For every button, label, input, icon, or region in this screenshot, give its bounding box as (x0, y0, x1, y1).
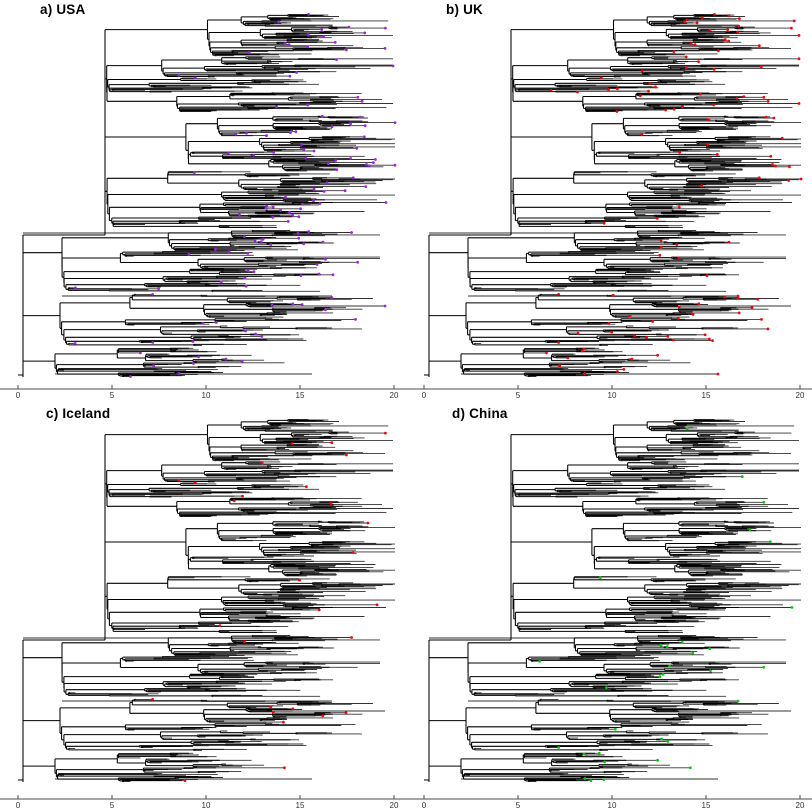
svg-text:15: 15 (296, 391, 305, 400)
panel-b-tree (423, 13, 803, 378)
svg-text:20: 20 (390, 391, 399, 400)
panel-a-tip-points (73, 13, 397, 378)
panel-d-tree (423, 418, 802, 783)
panel-c-x-axis: 0 5 10 15 20 (0, 795, 406, 810)
svg-text:20: 20 (390, 801, 399, 810)
panel-b-title: b) UK (446, 2, 483, 17)
svg-text:20: 20 (796, 391, 805, 400)
panel-a-x-axis: 0 5 10 15 20 (0, 385, 406, 400)
svg-text:20: 20 (796, 801, 805, 810)
panel-c-tip-points (151, 431, 387, 782)
panel-d-title: d) China (452, 406, 508, 421)
panel-a: 0 5 10 15 20 (0, 13, 406, 400)
svg-text:15: 15 (702, 391, 711, 400)
panel-b: 0 5 10 15 20 (406, 13, 812, 400)
panel-a-title: a) USA (40, 2, 86, 17)
panel-c-title: c) Iceland (46, 406, 111, 421)
panel-a-tree (17, 13, 397, 378)
svg-text:0: 0 (422, 391, 427, 400)
panel-d-tip-points (538, 427, 794, 782)
svg-text:5: 5 (516, 391, 521, 400)
svg-text:10: 10 (608, 391, 617, 400)
svg-text:15: 15 (296, 801, 305, 810)
panel-d-x-axis: 0 5 10 15 20 (406, 795, 812, 810)
svg-text:15: 15 (702, 801, 711, 810)
panel-c-tree (17, 418, 396, 783)
panel-c: 0 5 10 15 20 (0, 418, 406, 810)
svg-text:5: 5 (516, 801, 521, 810)
svg-text:10: 10 (608, 801, 617, 810)
svg-text:10: 10 (202, 391, 211, 400)
svg-text:0: 0 (16, 391, 21, 400)
svg-text:0: 0 (422, 801, 427, 810)
panel-b-x-axis: 0 5 10 15 20 (406, 385, 812, 400)
panel-d: 0 5 10 15 20 (406, 418, 812, 810)
svg-text:0: 0 (16, 801, 21, 810)
panel-b-tip-points (545, 13, 803, 376)
svg-text:5: 5 (110, 801, 115, 810)
svg-text:5: 5 (110, 391, 115, 400)
svg-text:10: 10 (202, 801, 211, 810)
